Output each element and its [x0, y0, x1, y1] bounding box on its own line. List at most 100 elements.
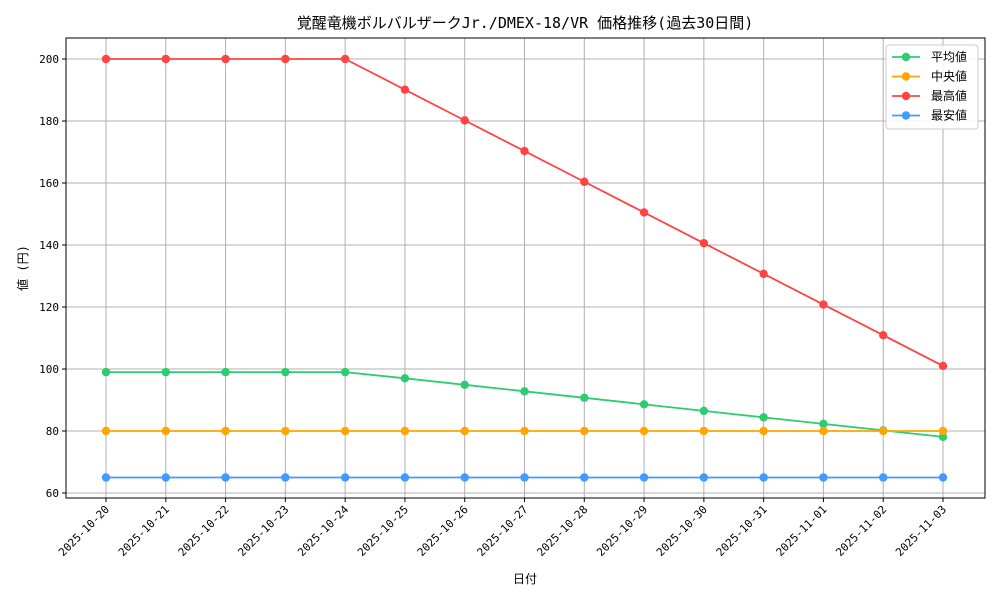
data-point	[460, 380, 469, 390]
data-point	[400, 473, 410, 482]
x-tick-label: 2025-10-26	[415, 503, 471, 559]
data-point	[699, 238, 709, 248]
x-tick-label: 2025-10-20	[56, 503, 112, 559]
data-point	[938, 473, 948, 482]
data-point	[520, 426, 529, 436]
y-tick-label: 80	[46, 425, 59, 438]
x-tick-label: 2025-10-21	[116, 503, 172, 559]
x-tick-label: 2025-11-02	[833, 503, 889, 559]
x-tick-label: 2025-10-30	[654, 503, 710, 559]
data-point	[400, 374, 410, 383]
x-tick-label: 2025-10-25	[355, 503, 411, 559]
data-point	[819, 426, 828, 436]
data-point	[938, 426, 948, 436]
data-point	[759, 473, 768, 482]
data-point	[101, 426, 111, 436]
x-tick-label: 2025-10-31	[714, 503, 770, 559]
x-tick-label: 2025-10-24	[295, 503, 351, 559]
data-point	[460, 473, 469, 482]
legend-label: 最高値	[931, 88, 967, 103]
legend-label: 平均値	[931, 49, 967, 64]
data-point	[699, 473, 709, 482]
y-tick-label: 200	[39, 53, 59, 66]
data-point	[938, 361, 948, 371]
data-point	[520, 146, 529, 156]
data-point	[101, 54, 111, 64]
x-tick-label: 2025-10-27	[475, 503, 531, 559]
legend-label: 最安値	[931, 108, 967, 123]
data-point	[580, 177, 589, 186]
data-point	[281, 426, 290, 436]
x-tick-label: 2025-10-29	[594, 503, 650, 559]
data-point	[580, 393, 589, 403]
x-tick-label: 2025-11-01	[774, 503, 830, 559]
data-point	[281, 473, 290, 482]
data-point	[460, 426, 469, 436]
data-point	[759, 426, 768, 436]
data-point	[400, 426, 410, 436]
data-point	[400, 85, 410, 94]
legend-label: 中央値	[931, 69, 967, 84]
data-point	[221, 54, 230, 64]
legend-swatch-marker	[901, 52, 911, 62]
data-point	[161, 473, 170, 482]
y-tick-label: 60	[46, 487, 59, 500]
data-point	[161, 367, 170, 377]
y-tick-label: 120	[39, 301, 59, 314]
y-tick-label: 160	[39, 177, 59, 190]
data-point	[819, 473, 828, 482]
data-point	[699, 406, 709, 416]
data-point	[699, 426, 709, 436]
x-tick-label: 2025-10-22	[176, 503, 232, 559]
data-point	[819, 419, 828, 429]
legend-swatch-marker	[901, 72, 911, 81]
data-point	[759, 269, 768, 279]
y-tick-label: 180	[39, 115, 59, 128]
legend-box	[885, 44, 979, 130]
data-point	[639, 426, 649, 436]
data-point	[221, 473, 230, 482]
x-tick-label: 2025-11-03	[893, 503, 949, 559]
data-point	[221, 367, 230, 377]
x-axis-label: 日付	[513, 572, 537, 586]
data-point	[221, 426, 230, 436]
x-axis: 2025-10-20 2025-10-21 2025-10-22 2025-10-23…	[56, 498, 949, 559]
data-point	[879, 426, 888, 436]
data-point	[520, 473, 529, 482]
data-point	[520, 387, 529, 396]
data-point	[340, 426, 350, 436]
data-point	[340, 473, 350, 482]
data-point	[580, 473, 589, 482]
data-point	[101, 473, 111, 482]
legend-swatch-marker	[901, 91, 911, 101]
y-tick-label: 100	[39, 363, 59, 376]
data-point	[879, 331, 888, 340]
series-group	[101, 54, 948, 482]
data-point	[281, 54, 290, 64]
data-point	[639, 208, 649, 217]
data-point	[101, 367, 111, 377]
data-point	[460, 116, 469, 125]
chart-title: 覚醒竜機ボルバルザークJr./DMEX-18/VR 価格推移(過去30日間)	[297, 14, 754, 32]
x-tick-label: 2025-10-23	[235, 503, 291, 559]
legend-swatch-marker	[901, 111, 911, 120]
data-point	[161, 426, 170, 436]
plot-frame	[65, 37, 986, 499]
data-point	[879, 473, 888, 482]
data-point	[759, 413, 768, 422]
x-tick-label: 2025-10-28	[534, 503, 590, 559]
y-tick-label: 140	[39, 239, 59, 252]
data-point	[281, 367, 290, 377]
data-point	[938, 432, 948, 442]
data-point	[580, 426, 589, 436]
data-point	[639, 473, 649, 482]
data-point	[161, 54, 170, 64]
y-axis-label: 値 (円)	[15, 245, 30, 291]
data-point	[340, 54, 350, 64]
data-point	[819, 300, 828, 309]
data-point	[340, 367, 350, 377]
y-axis: 60 80 100 120 140 160 180 200	[39, 53, 66, 500]
data-point	[639, 400, 649, 409]
